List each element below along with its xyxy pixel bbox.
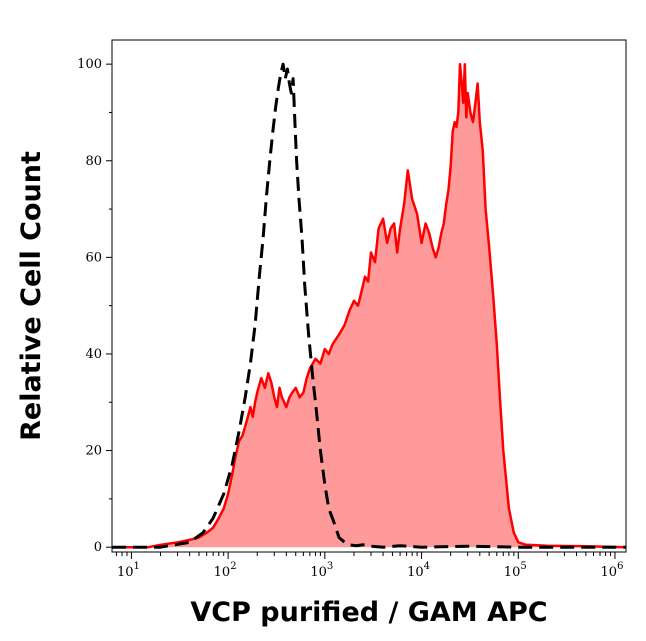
y-axis-label: Relative Cell Count (16, 151, 47, 441)
x-axis-label: VCP purified / GAM APC (190, 597, 547, 628)
x-tick-label: 103 (310, 561, 333, 580)
x-axis: 101 102 103 104 105 106 (115, 552, 624, 580)
y-tick-label: 0 (94, 540, 102, 555)
y-tick-label: 100 (77, 57, 102, 72)
series-line-1 (112, 62, 627, 549)
x-tick-label: 102 (214, 561, 237, 580)
series-line-0 (112, 62, 626, 549)
x-tick-label: 106 (601, 561, 624, 580)
y-tick-label: 20 (85, 444, 102, 459)
y-tick-label: 40 (85, 347, 102, 362)
series-layer (112, 62, 627, 549)
x-tick-label: 101 (117, 561, 140, 580)
plot-frame (111, 39, 627, 553)
series-fill-1 (112, 64, 626, 548)
y-tick-label: 60 (85, 250, 102, 265)
y-axis: 0 20 40 60 80 100 (77, 57, 112, 555)
x-tick-label: 104 (407, 561, 430, 580)
x-tick-label: 105 (504, 561, 527, 580)
y-tick-label: 80 (85, 154, 102, 169)
